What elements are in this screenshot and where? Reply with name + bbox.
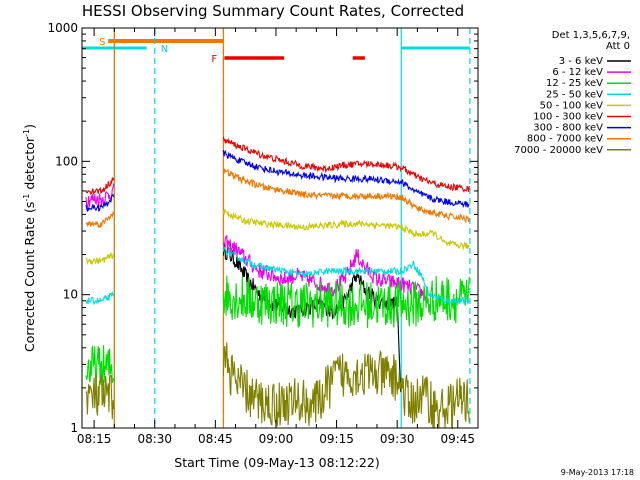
legend-label-5: 100 - 300 keV (533, 112, 603, 123)
legend-label-3: 25 - 50 keV (546, 89, 603, 100)
x-tick-label-5: 09:30 (380, 432, 415, 446)
night-label: N (161, 44, 168, 55)
x-tick-label-6: 09:45 (440, 432, 475, 446)
y-tick-label-2: 100 (55, 154, 78, 168)
x-tick-label-2: 08:45 (198, 432, 233, 446)
series-line-4-0 (85, 251, 115, 266)
series-line-5-0 (85, 176, 115, 196)
flag-bars: S N F (82, 37, 470, 65)
legend-label-0: 3 - 6 keV (559, 56, 603, 67)
legend-label-7: 800 - 7000 keV (527, 134, 603, 145)
series-line-2-1 (222, 275, 470, 328)
series-line-7-0 (85, 210, 115, 229)
legend-header-1: Det 1,3,5,6,7,9, (552, 30, 630, 41)
x-tick-label-4: 09:15 (319, 432, 354, 446)
x-tick-label-0: 08:15 (77, 432, 112, 446)
plot-background (82, 28, 478, 428)
series-lines (85, 136, 470, 430)
chart-title: HESSI Observing Summary Count Rates, Cor… (82, 2, 464, 20)
legend-label-4: 50 - 100 keV (540, 100, 604, 111)
legend-label-2: 12 - 25 keV (546, 78, 603, 89)
y-axis-label-main: Corrected Count Rate (s (22, 202, 37, 352)
y-tick-label-1: 10 (63, 288, 78, 302)
series-line-5-1 (222, 136, 470, 193)
series-line-6-0 (85, 193, 115, 213)
y-axis-label-sup1: -1 (22, 194, 31, 202)
plot-area (82, 28, 478, 428)
series-line-3-0 (85, 290, 115, 306)
series-line-8-0 (85, 374, 115, 420)
y-axis-label: Corrected Count Rate (s-1 detector-1) (22, 124, 37, 352)
series-line-1-1 (222, 234, 426, 301)
y-axis-label-mid: detector (22, 136, 37, 194)
plot-frame (81, 27, 479, 429)
saa-label: S (99, 37, 105, 48)
legend-label-1: 6 - 12 keV (552, 67, 603, 78)
series-line-3-1 (222, 245, 470, 306)
series-line-7-1 (222, 168, 470, 224)
series-line-2-0 (85, 344, 115, 393)
legend-label-6: 300 - 800 keV (533, 123, 603, 134)
axes: 08:15 08:30 08:45 09:00 09:15 09:30 09:45 1 10 10… (47, 21, 479, 446)
y-axis-label-end: ) (22, 124, 37, 129)
series-line-1-0 (85, 183, 115, 209)
x-tick-label-3: 09:00 (259, 432, 294, 446)
y-axis-label-sup2: -1 (22, 129, 31, 137)
x-tick-label-1: 08:30 (137, 432, 172, 446)
legend-label-8: 7000 - 20000 keV (514, 145, 603, 156)
legend-header-2: Att 0 (606, 41, 630, 52)
x-axis-label: Start Time (09-May-13 08:12:22) (174, 455, 379, 470)
flare-label: F (211, 54, 217, 65)
series-line-4-1 (222, 208, 470, 251)
y-tick-label-3: 1000 (47, 21, 78, 35)
series-line-6-1 (222, 149, 470, 209)
y-tick-label-0: 1 (70, 421, 78, 435)
series-line-8-1 (222, 342, 470, 430)
timestamp: 9-May-2013 17:18 (561, 468, 634, 477)
